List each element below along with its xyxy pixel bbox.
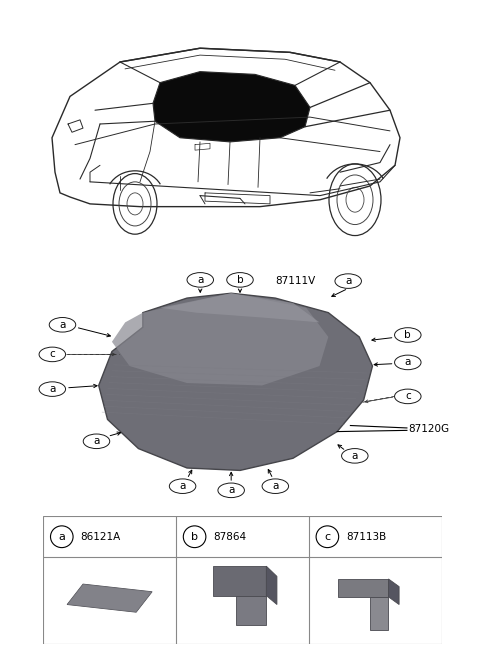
Circle shape [227, 273, 253, 287]
Circle shape [39, 382, 66, 396]
Text: c: c [324, 532, 330, 542]
Polygon shape [236, 596, 266, 625]
Polygon shape [266, 566, 277, 605]
Text: 86121A: 86121A [80, 532, 120, 542]
Text: a: a [405, 358, 411, 367]
Text: a: a [93, 436, 100, 446]
Text: a: a [228, 485, 234, 495]
Polygon shape [160, 293, 320, 322]
Circle shape [83, 434, 110, 449]
Circle shape [335, 274, 361, 289]
Circle shape [187, 273, 214, 287]
Text: b: b [237, 275, 243, 285]
Text: a: a [352, 451, 358, 461]
Circle shape [395, 389, 421, 403]
Text: b: b [405, 330, 411, 340]
Circle shape [316, 526, 339, 548]
Text: a: a [49, 384, 56, 394]
Text: c: c [49, 350, 55, 359]
Text: a: a [180, 482, 186, 491]
Text: a: a [60, 319, 66, 330]
Circle shape [50, 526, 73, 548]
Polygon shape [370, 597, 388, 630]
Text: b: b [191, 532, 198, 542]
Circle shape [342, 449, 368, 463]
Circle shape [262, 479, 288, 493]
Text: 87120G: 87120G [408, 424, 449, 434]
Text: 87113B: 87113B [346, 532, 386, 542]
Polygon shape [112, 293, 328, 386]
Text: c: c [405, 392, 411, 401]
Polygon shape [388, 579, 399, 605]
Polygon shape [67, 584, 152, 612]
Polygon shape [153, 72, 310, 142]
Text: a: a [59, 532, 65, 542]
Polygon shape [338, 579, 388, 597]
Circle shape [183, 526, 206, 548]
Text: 87864: 87864 [213, 532, 246, 542]
Circle shape [39, 347, 66, 361]
Text: a: a [197, 275, 204, 285]
Circle shape [395, 328, 421, 342]
Text: 87111V: 87111V [276, 276, 315, 286]
Circle shape [395, 355, 421, 370]
Circle shape [169, 479, 196, 493]
Polygon shape [99, 293, 372, 470]
Polygon shape [67, 584, 152, 612]
Text: a: a [272, 482, 278, 491]
Circle shape [218, 483, 244, 498]
Circle shape [49, 318, 76, 332]
Polygon shape [213, 566, 266, 596]
Text: a: a [345, 276, 351, 286]
